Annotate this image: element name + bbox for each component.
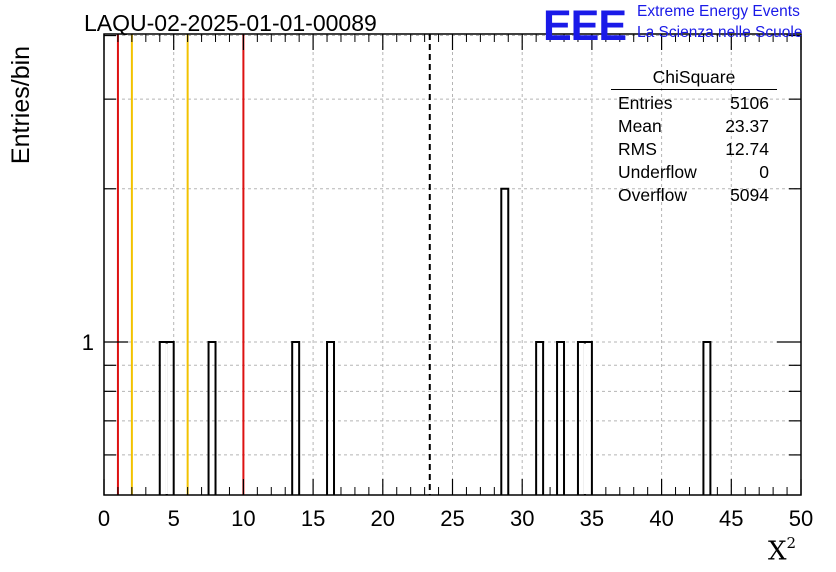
eee-logo: EEE bbox=[543, 2, 627, 50]
y-axis-label: Entries/bin bbox=[7, 45, 35, 165]
x-axis-label-symbol: X bbox=[768, 536, 787, 567]
x-tick-label: 35 bbox=[580, 506, 604, 531]
x-tick-label: 45 bbox=[719, 506, 743, 531]
histogram-bar bbox=[535, 341, 545, 495]
y-tick-label: 1 bbox=[82, 330, 94, 355]
histogram-bar bbox=[326, 341, 336, 495]
x-tick-label: 5 bbox=[168, 506, 180, 531]
chart-title: LAQU-02-2025-01-01-00089 bbox=[84, 10, 377, 36]
stats-row-mean: Mean 23.37 bbox=[611, 115, 777, 138]
stats-value: 0 bbox=[759, 162, 769, 182]
histogram-bar bbox=[702, 341, 712, 495]
x-tick-label: 20 bbox=[371, 506, 395, 531]
stats-box: ChiSquare Entries 5106 Mean 23.37 RMS 12.74… bbox=[611, 67, 777, 207]
x-tick-label: 0 bbox=[98, 506, 110, 531]
stats-value: 12.74 bbox=[725, 139, 769, 159]
x-tick-label: 10 bbox=[231, 506, 255, 531]
x-tick-label: 30 bbox=[510, 506, 534, 531]
logo-subtitle-line1: Extreme Energy Events bbox=[637, 3, 800, 20]
histogram-bar bbox=[207, 341, 217, 495]
stats-label: Underflow bbox=[618, 162, 697, 182]
histogram-bar bbox=[500, 187, 510, 495]
stats-row-overflow: Overflow 5094 bbox=[611, 184, 777, 207]
stats-value: 5106 bbox=[730, 93, 769, 113]
x-axis-label-superscript: 2 bbox=[786, 534, 797, 552]
logo-subtitle-line2: La Scienza nelle Scuole bbox=[637, 24, 803, 41]
histogram-bar bbox=[291, 341, 301, 495]
stats-row-entries: Entries 5106 bbox=[611, 92, 777, 115]
stats-label: Overflow bbox=[618, 185, 688, 205]
x-tick-label: 15 bbox=[301, 506, 325, 531]
stats-value: 5094 bbox=[730, 185, 769, 205]
stats-row-rms: RMS 12.74 bbox=[611, 138, 777, 161]
stats-label: Mean bbox=[618, 116, 662, 136]
x-tick-label: 40 bbox=[649, 506, 673, 531]
x-tick-label: 25 bbox=[440, 506, 464, 531]
stats-label: RMS bbox=[618, 139, 657, 159]
stats-label: Entries bbox=[618, 93, 673, 113]
stats-row-underflow: Underflow 0 bbox=[611, 161, 777, 184]
x-axis-label: X2 bbox=[768, 534, 797, 567]
stats-value: 23.37 bbox=[725, 116, 769, 136]
x-tick-label: 50 bbox=[789, 506, 813, 531]
stats-box-title: ChiSquare bbox=[611, 67, 777, 90]
histogram-bar bbox=[556, 341, 566, 495]
